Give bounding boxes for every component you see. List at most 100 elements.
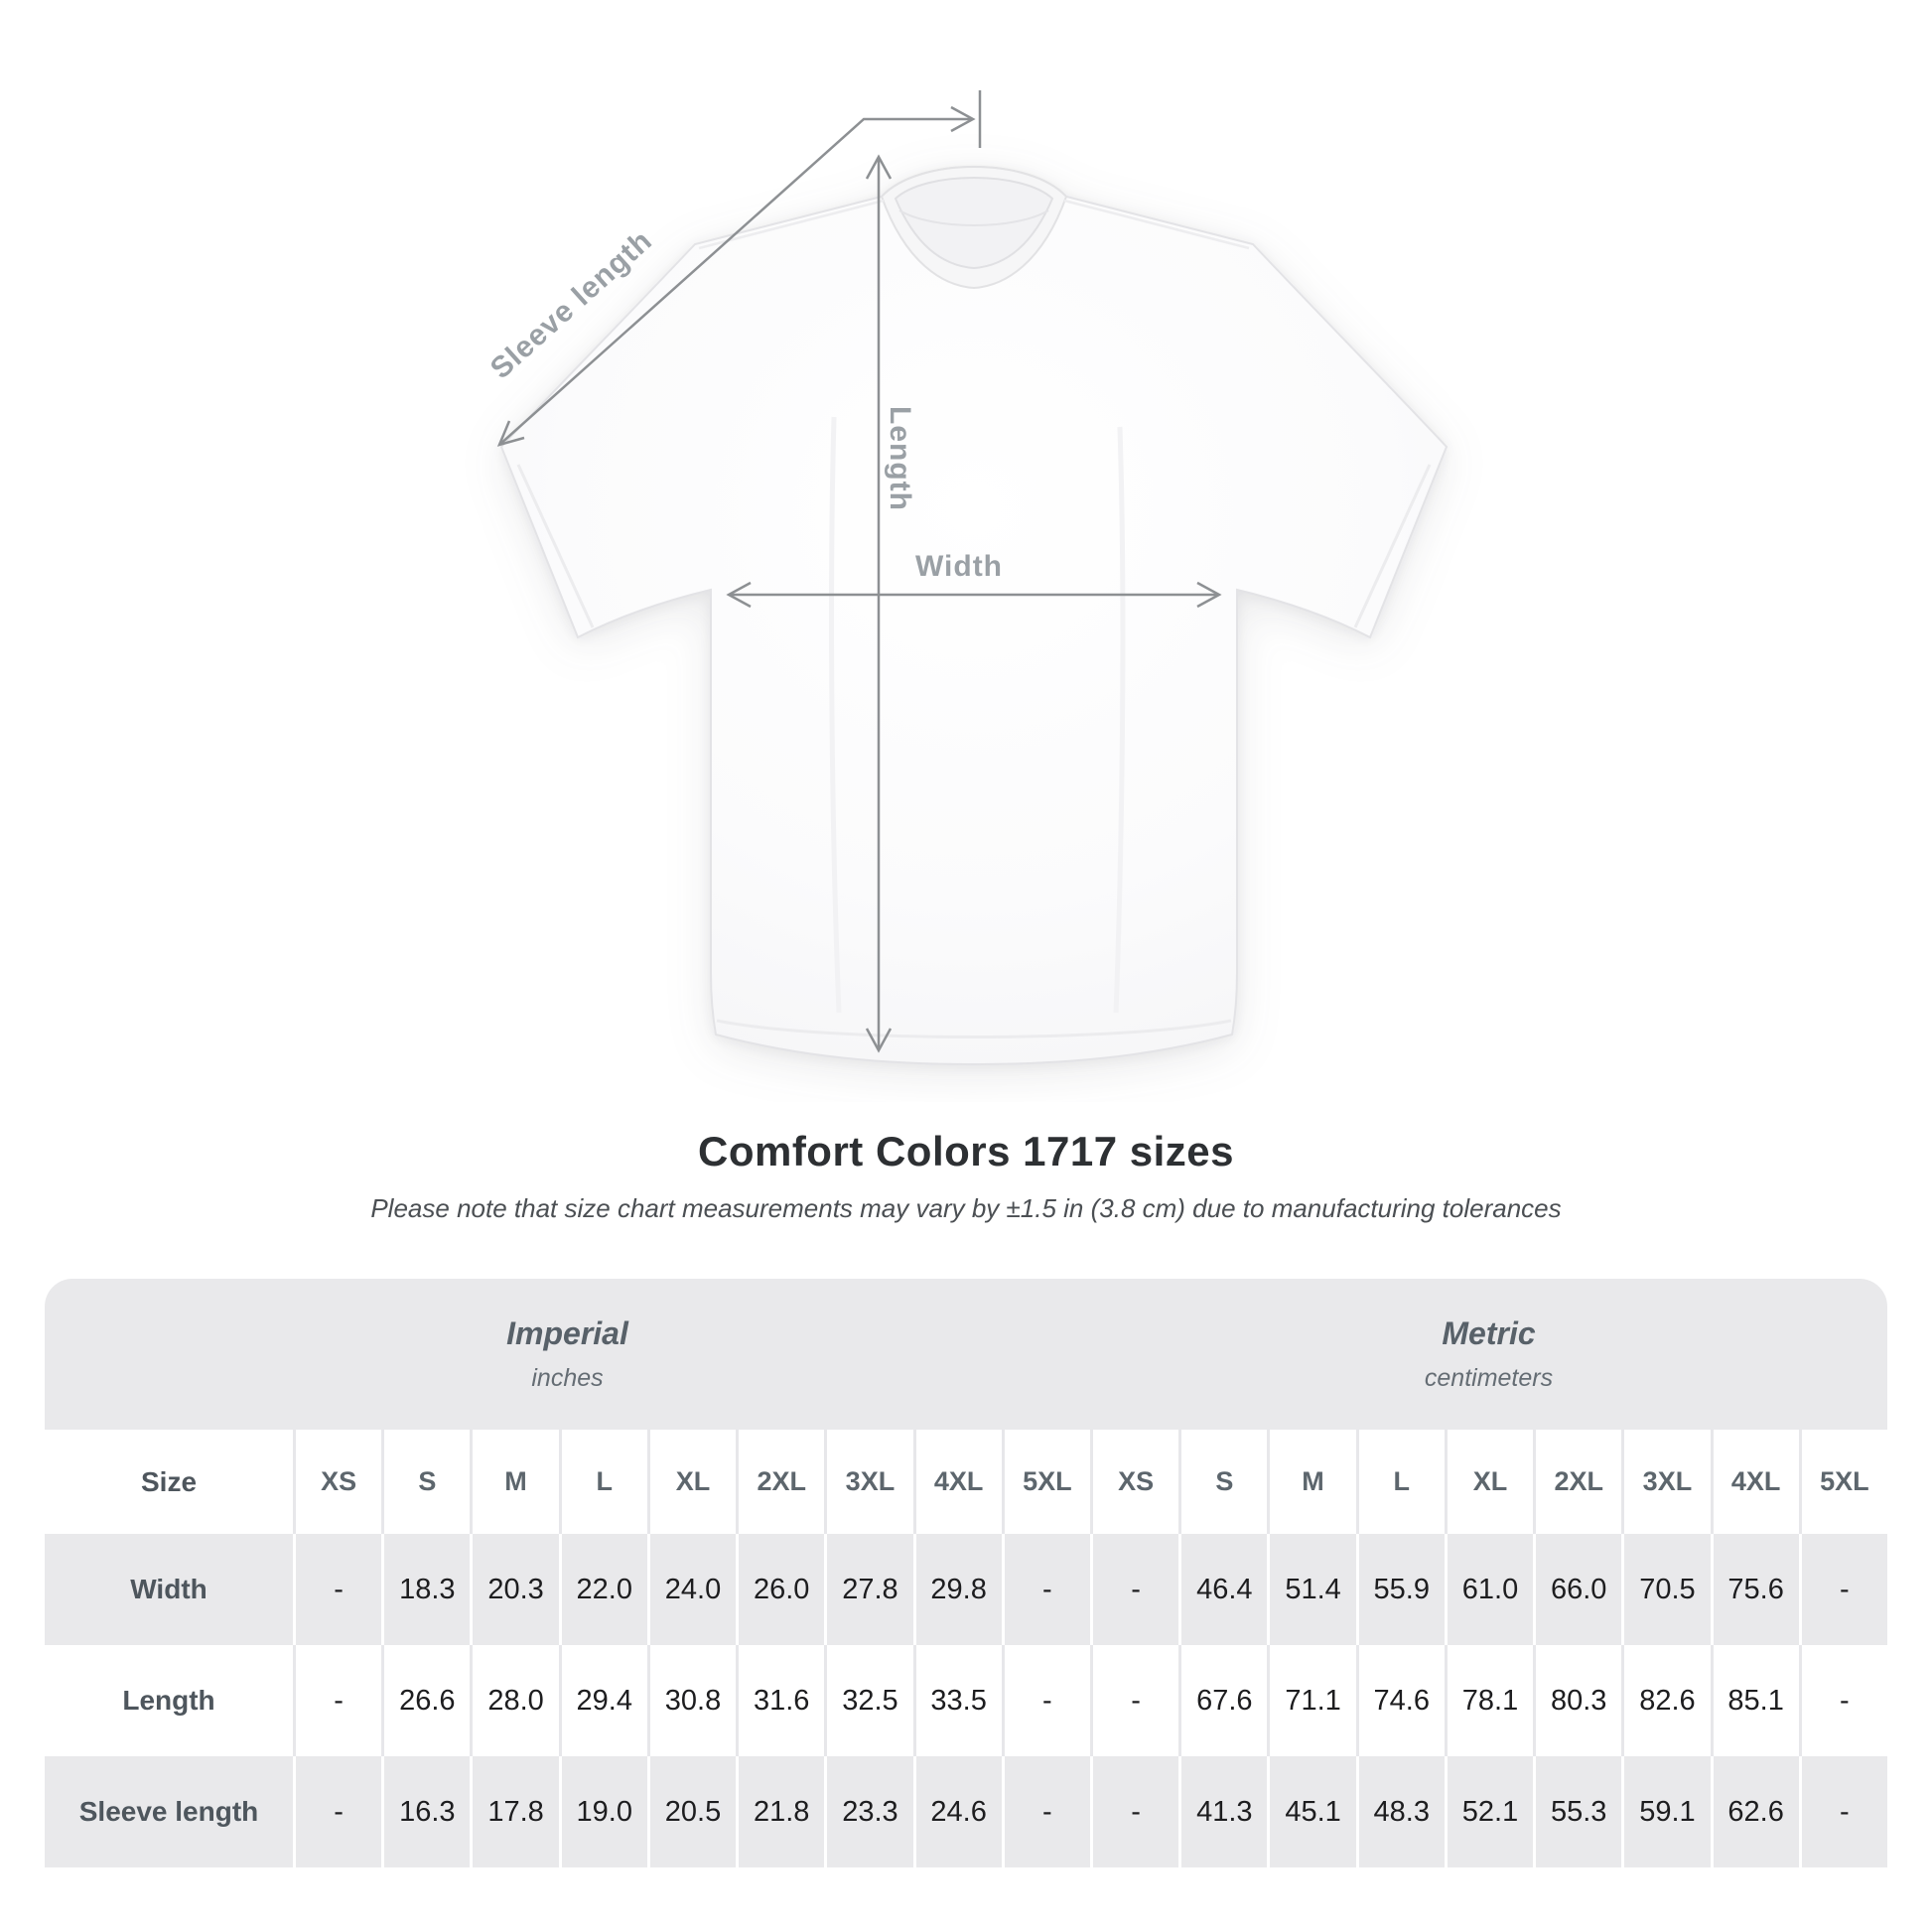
neck-opening bbox=[894, 177, 1054, 270]
size-table: Imperial inches Metric centimeters Size … bbox=[45, 1279, 1887, 1867]
measurement-overlay bbox=[496, 90, 1222, 1053]
size-col-header: M bbox=[470, 1430, 558, 1534]
length-label: Length bbox=[884, 406, 916, 511]
row-label: Length bbox=[122, 1685, 215, 1716]
size-col-header: XS bbox=[293, 1430, 381, 1534]
size-col-header: XL bbox=[646, 1430, 736, 1534]
unit-header-row: Imperial inches Metric centimeters bbox=[45, 1279, 1887, 1430]
value-cell: - bbox=[1001, 1756, 1090, 1867]
value-cell: 22.0 bbox=[558, 1534, 647, 1645]
value-cell: 19.0 bbox=[558, 1756, 647, 1867]
sleeve-hem-left bbox=[516, 464, 595, 628]
value-cell: 23.3 bbox=[824, 1756, 912, 1867]
value-cell: - bbox=[1001, 1534, 1090, 1645]
size-col-header: XS bbox=[1089, 1430, 1178, 1534]
tshirt-silhouette bbox=[499, 166, 1449, 1066]
measurement-row-sleeve-length: Sleeve length -16.3 17.8 19.0 20.5 21.8 23.3 2… bbox=[45, 1756, 1887, 1867]
value-cell: 20.5 bbox=[646, 1756, 736, 1867]
fabric-crease bbox=[1113, 426, 1126, 1014]
value-cell: 75.6 bbox=[1710, 1534, 1799, 1645]
value-cell: - bbox=[1089, 1645, 1178, 1756]
value-cell: 80.3 bbox=[1533, 1645, 1621, 1756]
measurement-row-width: Width -18.3 20.3 22.0 24.0 26.0 27.8 29.8- -46.… bbox=[45, 1534, 1887, 1645]
value-cell: 55.9 bbox=[1355, 1534, 1445, 1645]
metric-name: Metric bbox=[1442, 1315, 1536, 1351]
value-cell: 61.0 bbox=[1444, 1534, 1533, 1645]
row-label: Sleeve length bbox=[78, 1796, 259, 1827]
value-cell: 67.6 bbox=[1178, 1645, 1267, 1756]
size-col-header: L bbox=[1355, 1430, 1445, 1534]
size-col-header: S bbox=[381, 1430, 470, 1534]
value-cell: 26.0 bbox=[736, 1534, 824, 1645]
metric-unit: centimeters bbox=[1424, 1364, 1554, 1392]
value-cell: 52.1 bbox=[1444, 1756, 1533, 1867]
size-col-header: XL bbox=[1444, 1430, 1533, 1534]
size-col-header: 5XL bbox=[1001, 1430, 1090, 1534]
sleeve-length-arrow bbox=[496, 90, 982, 447]
value-cell: 33.5 bbox=[912, 1645, 1002, 1756]
value-cell: 29.4 bbox=[558, 1645, 647, 1756]
value-cell: 62.6 bbox=[1710, 1756, 1799, 1867]
value-cell: 48.3 bbox=[1355, 1756, 1445, 1867]
size-header-row: Size XS S M L XL 2XL 3XL 4XL 5XL XS S M L XL 2XL 3XL 4XL… bbox=[45, 1430, 1887, 1534]
page-title: Comfort Colors 1717 sizes bbox=[697, 1128, 1234, 1174]
value-cell: 59.1 bbox=[1621, 1756, 1710, 1867]
value-cell: 16.3 bbox=[381, 1756, 470, 1867]
size-col-header: 4XL bbox=[1710, 1430, 1799, 1534]
value-cell: 66.0 bbox=[1533, 1534, 1621, 1645]
size-col-header: 5XL bbox=[1798, 1430, 1887, 1534]
metric-header: Metric centimeters bbox=[1090, 1279, 1887, 1430]
value-cell: 31.6 bbox=[736, 1645, 824, 1756]
shoulder-seam-right bbox=[1063, 199, 1250, 250]
size-col-header: L bbox=[558, 1430, 647, 1534]
size-col-header: 3XL bbox=[1621, 1430, 1710, 1534]
value-cell: 29.8 bbox=[912, 1534, 1002, 1645]
measurement-row-length: Length -26.6 28.0 29.4 30.8 31.6 32.5 33.5- -67… bbox=[45, 1645, 1887, 1756]
size-col-header: 2XL bbox=[1533, 1430, 1621, 1534]
value-cell: 32.5 bbox=[824, 1645, 912, 1756]
bottom-hem-seam bbox=[716, 1019, 1232, 1038]
value-cell: 55.3 bbox=[1533, 1756, 1621, 1867]
width-arrow bbox=[726, 581, 1222, 609]
imperial-unit: inches bbox=[531, 1364, 604, 1392]
value-cell: 74.6 bbox=[1355, 1645, 1445, 1756]
size-col-header: S bbox=[1178, 1430, 1267, 1534]
imperial-header: Imperial inches bbox=[45, 1279, 1090, 1430]
value-cell: 45.1 bbox=[1267, 1756, 1355, 1867]
value-cell: 17.8 bbox=[470, 1756, 558, 1867]
value-cell: 24.0 bbox=[646, 1534, 736, 1645]
value-cell: 70.5 bbox=[1621, 1534, 1710, 1645]
length-arrow bbox=[865, 154, 893, 1053]
value-cell: - bbox=[1089, 1756, 1178, 1867]
value-cell: 46.4 bbox=[1178, 1534, 1267, 1645]
value-cell: - bbox=[1798, 1534, 1887, 1645]
size-col-header: 4XL bbox=[912, 1430, 1002, 1534]
tshirt-photo bbox=[499, 166, 1449, 1066]
fabric-crease bbox=[829, 416, 842, 1014]
value-cell: - bbox=[293, 1756, 381, 1867]
value-cell: 24.6 bbox=[912, 1756, 1002, 1867]
value-cell: 30.8 bbox=[646, 1645, 736, 1756]
value-cell: 21.8 bbox=[736, 1756, 824, 1867]
value-cell: 26.6 bbox=[381, 1645, 470, 1756]
back-neck-seam bbox=[898, 209, 1049, 226]
value-cell: 78.1 bbox=[1444, 1645, 1533, 1756]
value-cell: 18.3 bbox=[381, 1534, 470, 1645]
row-label: Width bbox=[130, 1574, 207, 1604]
value-cell: - bbox=[293, 1645, 381, 1756]
tshirt-diagram: Sleeve length Length Width bbox=[484, 90, 1449, 1066]
size-col-header: 2XL bbox=[736, 1430, 824, 1534]
value-cell: - bbox=[1798, 1756, 1887, 1867]
imperial-name: Imperial bbox=[506, 1315, 628, 1351]
value-cell: - bbox=[1798, 1645, 1887, 1756]
size-col-header: 3XL bbox=[824, 1430, 912, 1534]
value-cell: 71.1 bbox=[1267, 1645, 1355, 1756]
tolerance-note: Please note that size chart measurements… bbox=[370, 1193, 1562, 1223]
value-cell: 41.3 bbox=[1178, 1756, 1267, 1867]
value-cell: 82.6 bbox=[1621, 1645, 1710, 1756]
value-cell: 28.0 bbox=[470, 1645, 558, 1756]
size-row-label: Size bbox=[140, 1465, 198, 1497]
value-cell: 27.8 bbox=[824, 1534, 912, 1645]
width-label: Width bbox=[915, 550, 1003, 583]
